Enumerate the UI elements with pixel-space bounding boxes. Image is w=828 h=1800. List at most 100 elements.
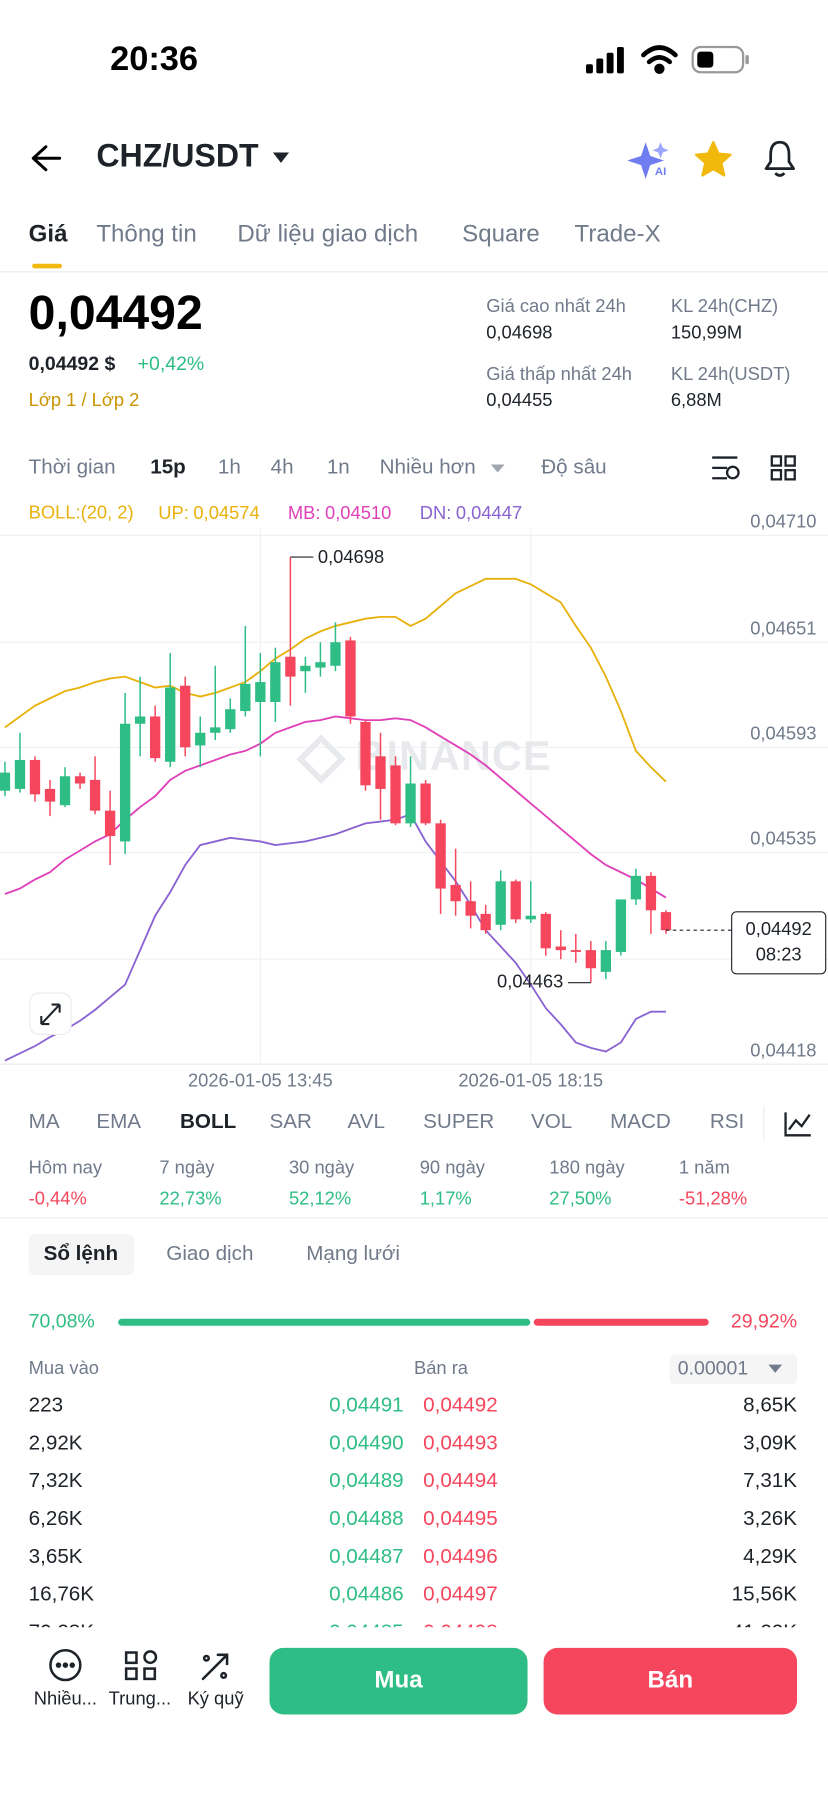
indicator-tab[interactable]: VOL bbox=[531, 1110, 572, 1133]
candle-body bbox=[255, 682, 266, 702]
more-dropdown[interactable] bbox=[490, 464, 505, 473]
buy-button[interactable] bbox=[269, 1647, 528, 1715]
tab[interactable]: Trade-X bbox=[575, 220, 661, 247]
candle-body bbox=[420, 783, 431, 824]
sell-button[interactable] bbox=[543, 1647, 798, 1715]
candle-body bbox=[315, 662, 326, 668]
perf-label: 7 ngày bbox=[159, 1156, 215, 1177]
candle-body bbox=[615, 899, 627, 952]
candle-body bbox=[345, 640, 356, 717]
legend-value: 0,04510 bbox=[325, 502, 391, 523]
back-button[interactable] bbox=[31, 145, 62, 172]
sell-ratio-bar bbox=[533, 1318, 709, 1326]
order-book: 223 0,04491 0,04492 8,65K 2,92K 0,04490 0,0449… bbox=[29, 1393, 798, 1627]
y-tick-label: 0,04651 bbox=[750, 617, 816, 638]
perf-value: 1,17% bbox=[420, 1187, 472, 1208]
bid-price: 0,04491 bbox=[329, 1393, 404, 1416]
perf-label: Hôm nay bbox=[29, 1156, 103, 1177]
watermark-logo bbox=[296, 734, 346, 784]
stat-label: KL 24h(CHZ) bbox=[671, 295, 778, 316]
indicator-tab[interactable]: BOLL bbox=[180, 1110, 236, 1133]
nav-label[interactable]: Trung... bbox=[109, 1687, 171, 1708]
book-tab[interactable]: Giao dịch bbox=[166, 1242, 253, 1265]
indicator-tab[interactable]: MACD bbox=[610, 1110, 671, 1133]
indicator-tab[interactable]: MA bbox=[29, 1110, 60, 1133]
candle-body bbox=[330, 642, 341, 666]
candle-body bbox=[450, 884, 461, 902]
candle-body bbox=[0, 772, 11, 791]
perf-value: 22,73% bbox=[159, 1187, 221, 1208]
bid-qty: 6,26K bbox=[29, 1507, 83, 1530]
more-icon[interactable] bbox=[49, 1648, 82, 1682]
indicator-tab[interactable]: AVL bbox=[347, 1110, 384, 1133]
buy-label[interactable]: Mua bbox=[374, 1667, 423, 1694]
precision-select[interactable] bbox=[669, 1354, 798, 1385]
apps-icon[interactable] bbox=[124, 1650, 158, 1681]
indicator-tab[interactable]: SUPER bbox=[423, 1110, 494, 1133]
indicator-settings[interactable] bbox=[784, 1112, 811, 1137]
candle-body bbox=[360, 721, 371, 786]
ask-qty: 15,56K bbox=[732, 1583, 798, 1606]
layout-icon[interactable] bbox=[770, 455, 796, 481]
tab[interactable]: Giá bbox=[29, 220, 68, 247]
favorite-star[interactable] bbox=[694, 141, 732, 177]
tab[interactable]: Thông tin bbox=[96, 220, 196, 247]
current-price-box bbox=[731, 911, 827, 975]
usd-price: 0,04492 $ bbox=[29, 353, 116, 375]
candle-body bbox=[390, 765, 401, 824]
y-tick-label: 0,04535 bbox=[750, 828, 816, 849]
legend-entry: MB: 0,04510 bbox=[288, 502, 391, 523]
candle-body bbox=[150, 716, 161, 759]
legend-entry: DN: 0,04447 bbox=[420, 502, 522, 523]
ask-price: 0,04493 bbox=[423, 1431, 498, 1454]
wifi-icon bbox=[641, 45, 678, 74]
countdown: 08:23 bbox=[756, 943, 802, 964]
timeframe[interactable]: Thời gian bbox=[29, 455, 116, 478]
indicator-tab[interactable]: SAR bbox=[270, 1110, 312, 1133]
perf-value: -51,28% bbox=[679, 1187, 747, 1208]
ask-qty: 3,09K bbox=[743, 1431, 797, 1454]
stat-value: 6,88M bbox=[671, 389, 722, 410]
legend-entry: UP: 0,04574 bbox=[158, 502, 259, 523]
indicator-tab[interactable]: RSI bbox=[710, 1110, 744, 1133]
timeframe[interactable]: 4h bbox=[271, 455, 294, 478]
alert-bell[interactable] bbox=[764, 140, 795, 177]
ask-price: 0,04495 bbox=[423, 1507, 498, 1530]
layer-label[interactable]: Lớp 1 / Lớp 2 bbox=[29, 389, 140, 410]
candle-body bbox=[630, 875, 642, 900]
candle-body bbox=[300, 665, 311, 672]
indicator-label: BOLL:(20, 2) bbox=[29, 502, 134, 523]
pair-title[interactable]: CHZ/USDT bbox=[96, 138, 259, 174]
book-tab[interactable]: Mạng lưới bbox=[306, 1242, 400, 1265]
margin-icon[interactable] bbox=[201, 1653, 229, 1681]
candle-body bbox=[660, 912, 672, 931]
indicator-tab[interactable]: EMA bbox=[96, 1110, 141, 1133]
precision[interactable]: 0.00001 bbox=[678, 1357, 748, 1379]
ai-icon[interactable]: AI bbox=[627, 142, 669, 179]
pair-dropdown[interactable] bbox=[272, 152, 289, 163]
timeframe[interactable]: 1h bbox=[218, 455, 241, 478]
boll-line bbox=[4, 715, 667, 899]
perf-label: 180 ngày bbox=[549, 1156, 625, 1177]
candle-body bbox=[540, 913, 551, 949]
timeframe[interactable]: 1n bbox=[327, 455, 350, 478]
nav-label[interactable]: Nhiều... bbox=[34, 1687, 97, 1708]
timeframe[interactable]: Độ sâu bbox=[541, 455, 606, 478]
timeframe[interactable]: Nhiều hơn bbox=[380, 455, 476, 478]
tab[interactable]: Dữ liệu giao dịch bbox=[237, 220, 418, 247]
signal-icon bbox=[586, 47, 624, 74]
x-tick-label: 2026-01-05 13:45 bbox=[188, 1069, 333, 1090]
candle-body bbox=[29, 759, 41, 795]
timeframe[interactable]: 15p bbox=[150, 455, 186, 478]
candle-body bbox=[645, 875, 657, 911]
book-tab[interactable]: Sổ lệnh bbox=[44, 1242, 118, 1265]
bid-qty: 2,92K bbox=[29, 1431, 83, 1454]
candle-body bbox=[165, 687, 176, 762]
tab[interactable]: Square bbox=[462, 220, 540, 247]
sell-label[interactable]: Bán bbox=[648, 1667, 694, 1694]
nav-label[interactable]: Ký quỹ bbox=[188, 1687, 245, 1708]
bid-price: 0,04487 bbox=[329, 1545, 404, 1568]
fullscreen-button[interactable] bbox=[29, 992, 72, 1035]
chart-settings-icon[interactable] bbox=[712, 456, 740, 480]
